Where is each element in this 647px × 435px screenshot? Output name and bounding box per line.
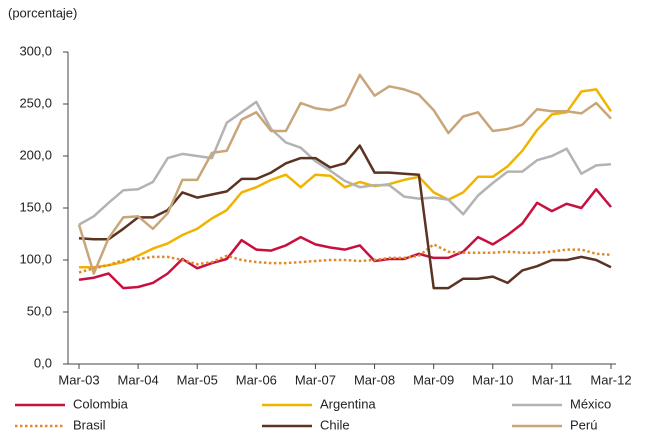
y-tick-label: 0,0 bbox=[34, 355, 52, 370]
x-tick-label: Mar-12 bbox=[590, 372, 631, 387]
x-tick-label: Mar-09 bbox=[413, 372, 454, 387]
y-tick-label: 200,0 bbox=[19, 147, 52, 162]
y-axis-label: (porcentaje) bbox=[8, 5, 77, 20]
x-tick-label: Mar-04 bbox=[118, 372, 159, 387]
legend-label: Argentina bbox=[320, 396, 376, 411]
series-line bbox=[79, 88, 613, 269]
legend-label: Chile bbox=[320, 417, 350, 432]
legend-label: Colombia bbox=[73, 396, 129, 411]
series-line bbox=[78, 144, 612, 290]
series-line bbox=[78, 243, 612, 274]
series-line bbox=[78, 188, 612, 290]
y-tick-label: 300,0 bbox=[19, 43, 52, 58]
legend-label: Brasil bbox=[73, 417, 106, 432]
x-tick-label: Mar-10 bbox=[472, 372, 513, 387]
x-tick-label: Mar-03 bbox=[58, 372, 99, 387]
series-line bbox=[78, 100, 612, 226]
y-tick-label: 100,0 bbox=[19, 251, 52, 266]
x-tick-label: Mar-05 bbox=[177, 372, 218, 387]
y-tick-label: 50,0 bbox=[27, 303, 52, 318]
x-tick-label: Mar-06 bbox=[236, 372, 277, 387]
legend-label: Perú bbox=[570, 417, 597, 432]
y-tick-label: 250,0 bbox=[19, 95, 52, 110]
x-tick-label: Mar-07 bbox=[295, 372, 336, 387]
x-tick-label: Mar-11 bbox=[532, 372, 572, 387]
series-line bbox=[77, 73, 612, 275]
x-tick-label: Mar-08 bbox=[354, 372, 395, 387]
legend-label: México bbox=[570, 396, 611, 411]
y-tick-label: 150,0 bbox=[19, 199, 52, 214]
